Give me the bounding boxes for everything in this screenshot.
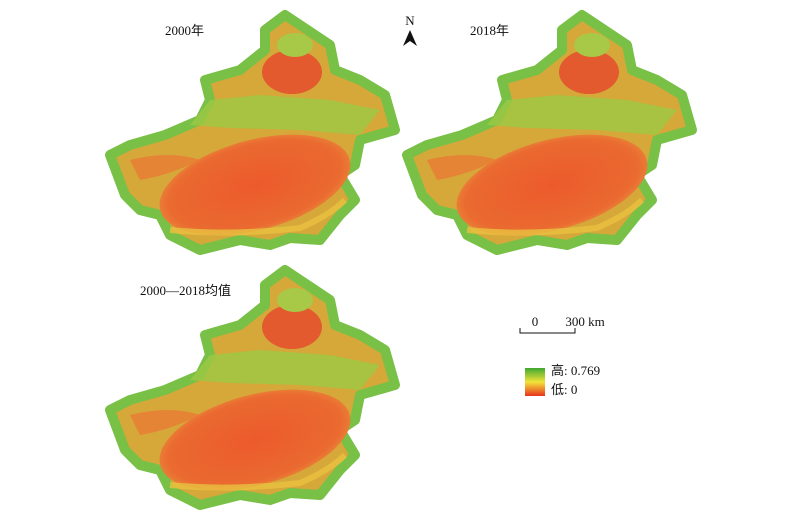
- panel-title: 2000—2018均值: [140, 283, 231, 298]
- north-arrow: [403, 30, 417, 46]
- legend-high: 高: 0.769: [551, 363, 600, 378]
- panel-title: 2018年: [470, 23, 509, 38]
- north-label: N: [405, 13, 415, 28]
- map-panel: [110, 15, 395, 254]
- panel-title: 2000年: [165, 23, 204, 38]
- map-panel: [407, 15, 692, 254]
- legend-low: 低: 0: [551, 382, 577, 397]
- legend-ramp: [525, 368, 545, 396]
- scale-bar: [519, 328, 576, 334]
- scale-end: 300 km: [565, 314, 604, 329]
- map-panel: [110, 270, 395, 509]
- scale-start: 0: [532, 314, 539, 329]
